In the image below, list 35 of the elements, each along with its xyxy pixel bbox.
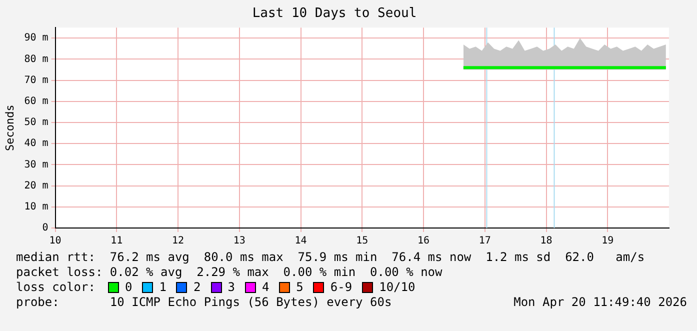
text: 1 (159, 280, 166, 295)
text: packet loss: 0.02 % avg 2.29 % max 0.00 % min 0.00 % now (16, 265, 444, 280)
text: 4 (262, 280, 270, 295)
x-tick-label: 18 (540, 236, 552, 247)
text: loss color: (16, 280, 96, 295)
x-tick-label: 14 (294, 236, 307, 247)
x-tick-label: 13 (233, 236, 246, 247)
y-tick-label: 50 m (24, 117, 48, 128)
chart-title: Last 10 Days to Seoul (252, 6, 417, 22)
x-tick-label: 11 (110, 236, 123, 247)
x-tick-label: 10 (49, 236, 62, 247)
y-tick-label: 80 m (24, 54, 48, 65)
x-tick-label: 19 (602, 236, 614, 247)
x-tick-label: 15 (356, 236, 368, 247)
y-tick-label: 40 m (24, 138, 48, 150)
text: median rtt: 76.2 ms avg 80.0 ms max 75.9 ms min 76.4 ms now 1.2 ms sd 62.0 am/s (16, 250, 646, 265)
y-tick-label: 90 m (24, 32, 48, 44)
x-tick-label: 17 (478, 236, 491, 247)
text: Mon Apr 20 11:49:40 2026 (514, 295, 687, 310)
y-tick-label: 20 m (24, 180, 48, 192)
y-tick-label: 30 m (24, 159, 48, 170)
text: 10/10 (379, 280, 416, 295)
text: 5 (296, 280, 304, 295)
y-tick-label: 0 (42, 222, 48, 234)
x-tick-label: 16 (417, 236, 430, 247)
y-tick-label: 10 m (24, 202, 48, 212)
text: 6-9 (330, 280, 352, 295)
y-tick-label: 70 m (24, 74, 48, 86)
text: probe: 10 ICMP Echo Pings (56 Bytes) every 60s (16, 295, 392, 310)
y-axis-title: Seconds (3, 104, 16, 151)
x-tick-label: 12 (172, 236, 184, 247)
text: 3 (228, 280, 235, 295)
text: 0 (125, 280, 132, 295)
y-tick-label: 60 m (24, 96, 48, 108)
text: 2 (193, 280, 201, 295)
